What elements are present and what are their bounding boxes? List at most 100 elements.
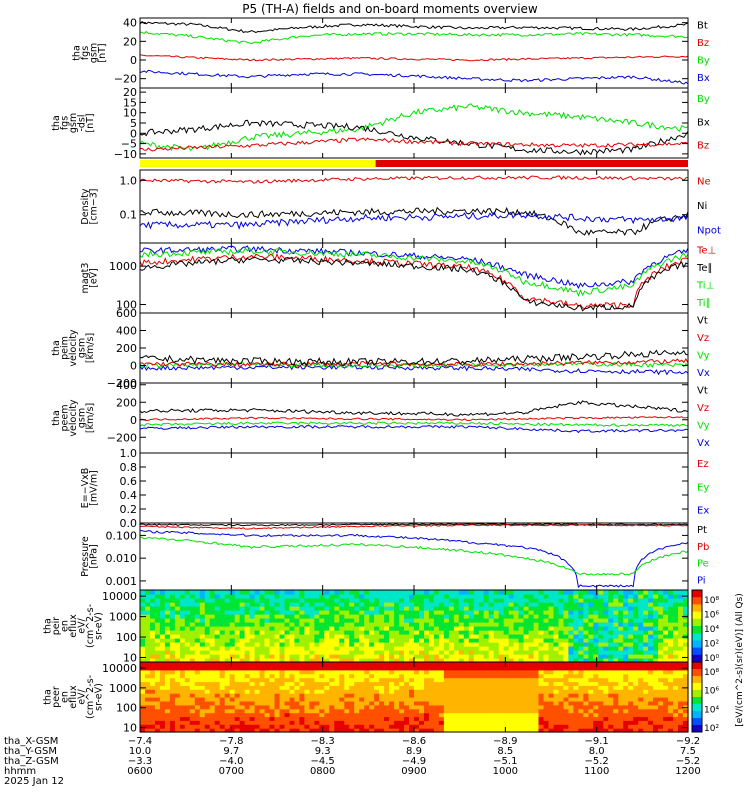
heatmap-cell (473, 638, 480, 643)
heatmap-cell (503, 681, 510, 686)
heatmap-cell (533, 638, 540, 643)
heatmap-cell (159, 650, 166, 655)
heatmap-cell (244, 704, 251, 710)
heatmap-cell (289, 606, 296, 611)
heatmap-cell (319, 704, 325, 710)
heatmap-cell (508, 614, 515, 619)
heatmap-cell (279, 673, 286, 679)
heatmap-cell (548, 634, 555, 639)
heatmap-cell (608, 712, 614, 718)
heatmap-cell (523, 618, 530, 623)
heatmap-cell (573, 594, 579, 599)
heatmap-cell (219, 594, 226, 599)
heatmap-cell (234, 638, 241, 643)
heatmap-cell (184, 712, 191, 718)
heatmap-cell (538, 685, 545, 690)
heatmap-cell (145, 606, 151, 611)
heatmap-cell (399, 716, 405, 721)
heatmap-cell (289, 685, 296, 690)
heatmap-cell (374, 673, 380, 679)
heatmap-cell (324, 634, 330, 639)
heatmap-cell (623, 724, 629, 729)
heatmap-cell (319, 602, 325, 607)
heatmap-cell (294, 626, 300, 631)
heatmap-cell (145, 665, 151, 671)
heatmap-cell (653, 606, 659, 611)
heatmap-cell (424, 610, 430, 615)
y-tick-label: 1000 (109, 682, 137, 695)
axis-row-value: −3.3 (128, 756, 152, 767)
heatmap-cell (428, 606, 435, 611)
heatmap-cell (184, 693, 191, 698)
heatmap-cell (309, 658, 315, 663)
heatmap-cell (548, 693, 555, 698)
heatmap-cell (673, 724, 679, 729)
heatmap-cell (428, 704, 435, 710)
heatmap-cell (603, 685, 609, 690)
heatmap-cell (488, 720, 495, 725)
heatmap-cell (254, 720, 261, 725)
heatmap-cell (588, 618, 594, 623)
heatmap-cell (633, 650, 639, 655)
heatmap-cell (583, 618, 589, 623)
heatmap-cell (399, 638, 405, 643)
heatmap-cell (498, 642, 505, 647)
heatmap-cell (159, 642, 166, 647)
heatmap-cell (329, 704, 335, 710)
heatmap-cell (468, 712, 475, 718)
y-tick-label: 10 (123, 107, 137, 120)
heatmap-cell (189, 638, 196, 643)
heatmap-cell (164, 677, 171, 683)
heatmap-cell (678, 720, 684, 725)
y-axis-label: [km/s] (85, 403, 96, 433)
heatmap-cell (438, 704, 445, 710)
heatmap-cell (628, 677, 634, 683)
heatmap-cell (150, 634, 156, 639)
heatmap-cell (533, 697, 540, 702)
heatmap-cell (169, 626, 176, 631)
heatmap-cell (678, 681, 684, 686)
heatmap-cell (364, 606, 370, 611)
heatmap-cell (399, 700, 405, 706)
heatmap-cell (668, 704, 674, 710)
heatmap-cell (683, 590, 689, 595)
heatmap-cell (204, 634, 211, 639)
heatmap-cell (404, 712, 410, 718)
heatmap-cell (229, 677, 236, 683)
heatmap-cell (448, 646, 455, 651)
heatmap-cell (628, 658, 634, 663)
heatmap-cell (399, 614, 405, 619)
heatmap-cell (154, 669, 161, 675)
legend-entry: Bt (697, 21, 708, 32)
heatmap-cell (663, 704, 669, 710)
heatmap-cell (194, 689, 201, 694)
heatmap-cell (239, 704, 246, 710)
heatmap-cell (668, 594, 674, 599)
legend-entry: Ti∥ (696, 298, 711, 309)
heatmap-cell (334, 602, 340, 607)
heatmap-cell (179, 606, 186, 611)
heatmap-cell (344, 662, 350, 667)
heatmap-cell (174, 700, 181, 706)
heatmap-cell (324, 716, 330, 721)
heatmap-cell (428, 630, 435, 635)
heatmap-cell (409, 712, 415, 718)
heatmap-cell (488, 700, 495, 706)
heatmap-cell (299, 610, 305, 615)
heatmap-cell (433, 665, 440, 671)
heatmap-cell (319, 720, 325, 725)
heatmap-cell (478, 708, 485, 714)
heatmap-cell (140, 646, 146, 651)
heatmap-cell (414, 685, 420, 690)
heatmap-cell (329, 673, 335, 679)
heatmap-cell (678, 642, 684, 647)
heatmap-cell (284, 642, 291, 647)
heatmap-cell (224, 708, 231, 714)
heatmap-cell (558, 654, 565, 659)
heatmap-cell (578, 610, 584, 615)
heatmap-cell (324, 669, 330, 675)
heatmap-cell (254, 614, 261, 619)
colorbar-tick-label: 10⁴ (704, 625, 719, 635)
heatmap-cell (463, 673, 470, 679)
heatmap-cell (169, 728, 176, 733)
